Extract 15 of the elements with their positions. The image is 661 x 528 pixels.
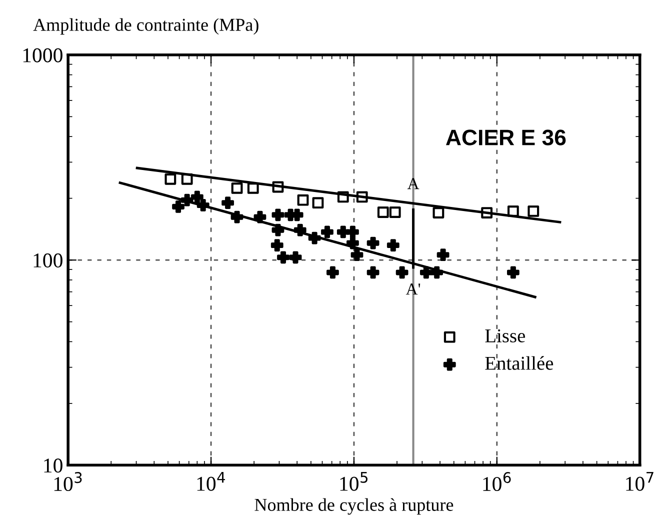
annotation: A' <box>406 284 420 295</box>
x-tick-label: 10$^{5}$ <box>340 472 368 491</box>
x-tick-label: 10$^{7}$ <box>626 472 654 491</box>
y-tick-label: 100 <box>34 253 62 268</box>
annotation: ACIER E 36 <box>446 130 566 146</box>
y-tick-label: 10 <box>44 458 62 473</box>
y-tick-label: 1000 <box>23 48 62 62</box>
legend-label: Lisse <box>485 329 526 342</box>
x-tick-label: 10$^{6}$ <box>483 472 511 492</box>
x-tick-label: 10$^{3}$ <box>54 472 82 492</box>
legend-label: Entaillée <box>485 356 554 370</box>
annotation: A <box>407 178 420 190</box>
x-axis-title: Nombre de cycles à rupture <box>254 498 454 515</box>
x-tick-label: 10$^{4}$ <box>197 472 225 491</box>
y-axis-title: Amplitude de contrainte (MPa) <box>33 18 258 35</box>
